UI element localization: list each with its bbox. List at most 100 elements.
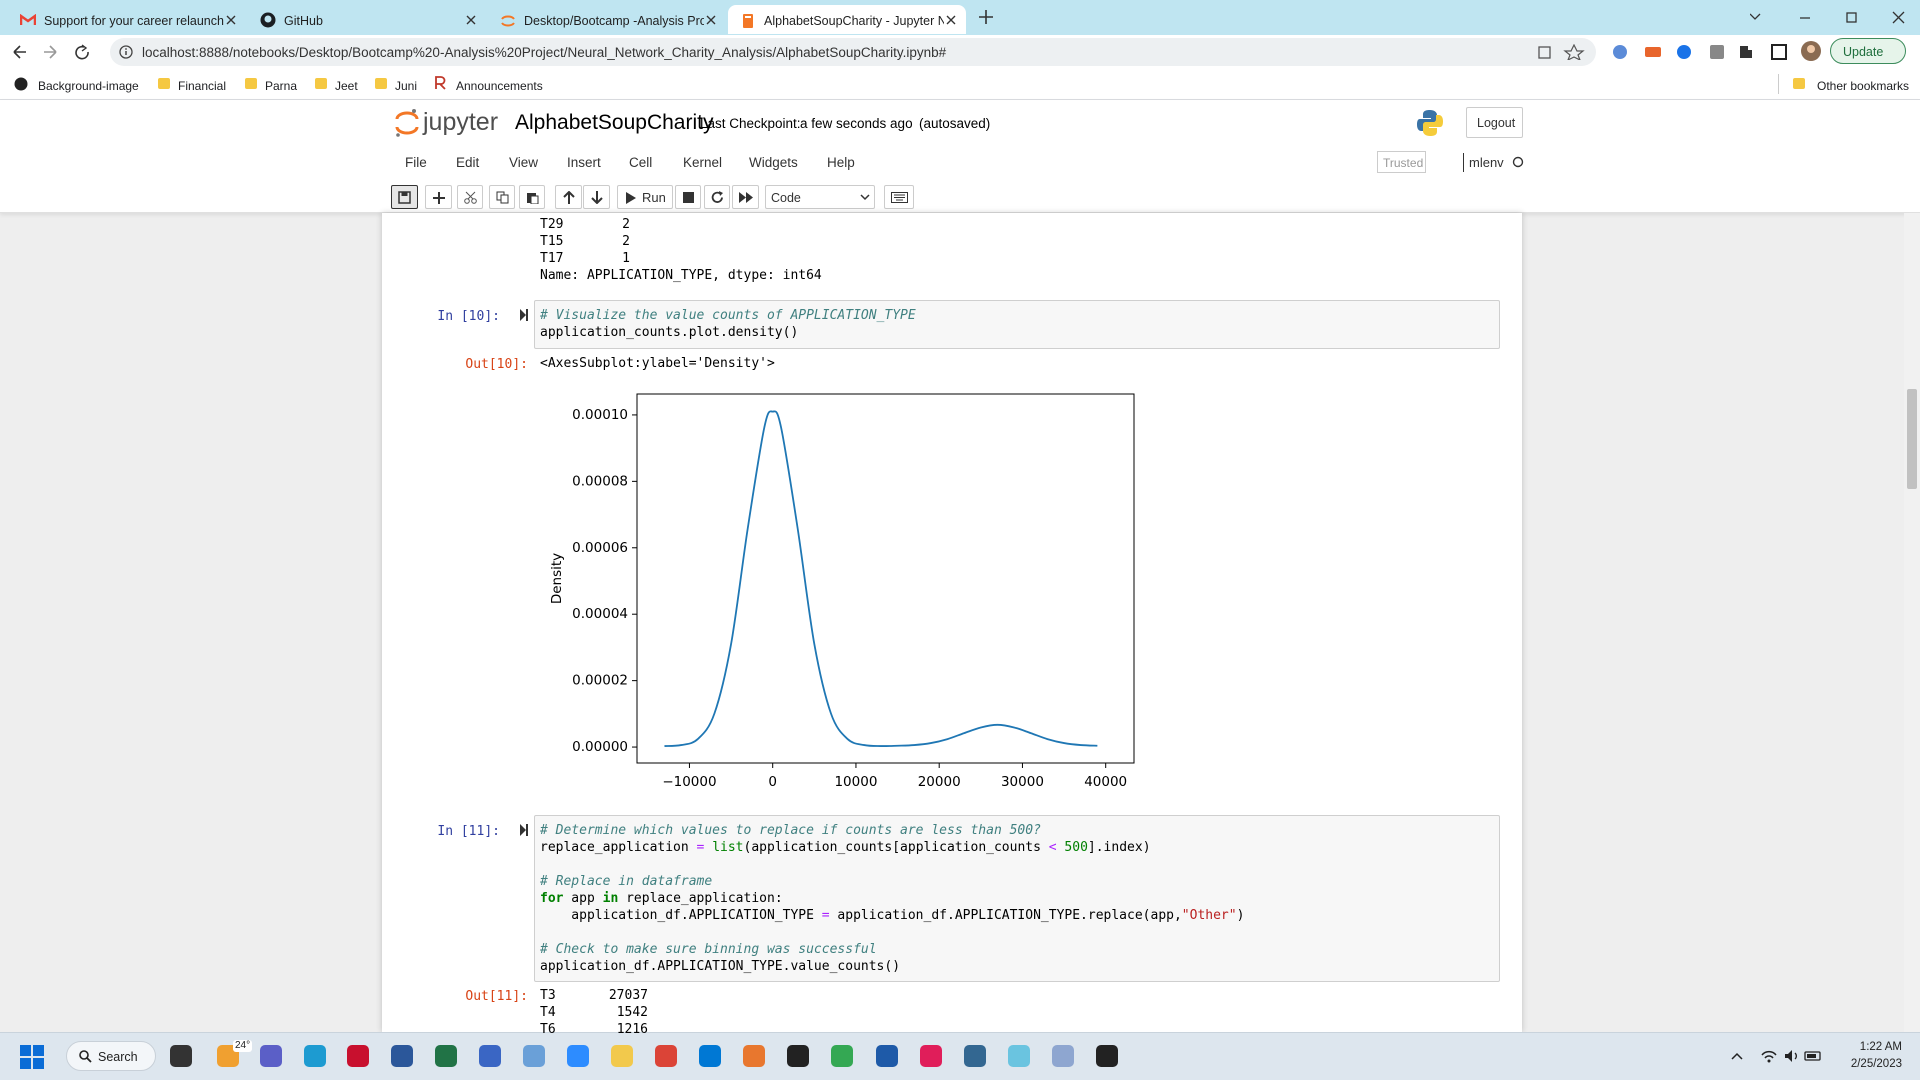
scrollbar[interactable]	[1904, 213, 1920, 1032]
bookmark[interactable]: Background-image	[38, 79, 139, 93]
taskbar-app-icon[interactable]	[1052, 1045, 1074, 1067]
input-prompt: In [11]:	[437, 824, 500, 839]
bookmark[interactable]: Announcements	[456, 79, 543, 93]
tab[interactable]: Desktop/Bootcamp -Analysis Pro	[488, 5, 724, 34]
y-tick-label: 0.00002	[572, 673, 628, 689]
jupyter-icon	[501, 15, 515, 27]
url-actions[interactable]	[1538, 44, 1588, 60]
nav-buttons[interactable]	[12, 44, 92, 60]
plus-icon	[433, 192, 445, 204]
search-box[interactable]: Search	[66, 1041, 156, 1071]
tab[interactable]: Support for your career relaunch	[8, 5, 244, 34]
taskbar-app-icon[interactable]	[170, 1045, 192, 1067]
other-bookmarks[interactable]: Other bookmarks	[1817, 79, 1910, 93]
code-cell-input[interactable]	[534, 300, 1500, 349]
logout-button[interactable]: Logout	[1466, 107, 1523, 138]
run-cell-icon[interactable]	[519, 824, 529, 836]
taskbar-app-icon[interactable]	[304, 1045, 326, 1067]
taskbar-app-icon[interactable]	[787, 1045, 809, 1067]
save-icon	[398, 191, 411, 204]
taskbar-app-icon[interactable]	[876, 1045, 898, 1067]
site-info[interactable]	[119, 45, 133, 59]
cut-button[interactable]	[457, 185, 483, 209]
menu-item[interactable]: Insert	[567, 155, 601, 170]
bookmark[interactable]: Financial	[178, 79, 227, 93]
taskbar-app-icon[interactable]	[831, 1045, 853, 1067]
taskbar-app-icon[interactable]	[1096, 1045, 1118, 1067]
run-cell-icon[interactable]	[519, 309, 529, 321]
menu-item[interactable]: View	[509, 155, 539, 170]
python-logo	[1417, 110, 1443, 136]
taskbar-app-icon[interactable]	[567, 1045, 589, 1067]
taskbar-app-icon[interactable]	[920, 1045, 942, 1067]
menu-item[interactable]: Widgets	[749, 155, 798, 170]
output-index: T6	[540, 1022, 556, 1037]
y-tick-label: 0.00008	[572, 473, 628, 489]
trusted-indicator[interactable]: Trusted	[1377, 151, 1426, 173]
tab-close[interactable]	[466, 15, 476, 25]
tab-title: Support for your career relaunch	[44, 14, 224, 28]
taskbar-app-icon[interactable]	[523, 1045, 545, 1067]
code-cell-input[interactable]	[534, 815, 1500, 982]
logout-label: Logout	[1477, 116, 1516, 130]
save-button[interactable]	[391, 185, 418, 209]
tab-active[interactable]: AlphabetSoupCharity - Jupyter N	[728, 5, 966, 34]
code-line: for app in replace_application:	[540, 891, 783, 906]
copy-button[interactable]	[489, 185, 515, 209]
url-bar[interactable]	[110, 38, 1596, 66]
start-button[interactable]	[20, 1045, 44, 1069]
keyboard-button[interactable]	[884, 185, 914, 209]
run-all-button[interactable]	[732, 185, 759, 209]
taskbar-app-icon[interactable]	[435, 1045, 457, 1067]
insert-button[interactable]	[425, 185, 452, 209]
notebook-name[interactable]: AlphabetSoupCharity	[515, 111, 714, 134]
tab-close[interactable]	[946, 15, 956, 25]
update-label: Update	[1843, 45, 1884, 59]
clock-date: 2/25/2023	[1850, 1058, 1902, 1070]
tab-close[interactable]	[226, 15, 236, 25]
x-tick-label: 30000	[1001, 774, 1044, 790]
jupyter-logo[interactable]: jupyter	[423, 108, 499, 136]
tab[interactable]: GitHub	[248, 5, 484, 34]
taskbar-app-icon[interactable]	[743, 1045, 765, 1067]
menu-item[interactable]: Help	[827, 155, 855, 170]
extension-icons[interactable]	[1610, 43, 1790, 61]
bookmark[interactable]: Jeet	[335, 79, 358, 93]
menu-item[interactable]: File	[405, 155, 427, 170]
bookmark[interactable]: Juni	[395, 79, 418, 93]
new-tab[interactable]	[979, 10, 993, 24]
taskbar-app-icon[interactable]	[347, 1045, 369, 1067]
update-button[interactable]: Update	[1830, 38, 1906, 64]
profile-avatar[interactable]	[1800, 40, 1822, 62]
restart-button[interactable]	[704, 185, 730, 209]
window-controls[interactable]	[1750, 10, 1920, 26]
scrollbar-thumb[interactable]	[1907, 389, 1917, 489]
stop-button[interactable]	[675, 185, 701, 209]
taskbar-app-icon[interactable]	[699, 1045, 721, 1067]
menu-item[interactable]: Cell	[629, 155, 653, 170]
taskbar-app-icon[interactable]	[260, 1045, 282, 1067]
menu-item[interactable]: Kernel	[683, 155, 723, 170]
run-button[interactable]: Run	[617, 185, 673, 209]
move-down-button[interactable]	[583, 185, 610, 209]
move-up-button[interactable]	[555, 185, 582, 209]
cell-type-select[interactable]: Code	[765, 185, 875, 209]
folder-icon	[158, 78, 170, 89]
bookmark[interactable]: Parna	[265, 79, 298, 93]
code-line: # Replace in dataframe	[540, 874, 713, 889]
taskbar-app-icon[interactable]	[1008, 1045, 1030, 1067]
taskbar-app-icon[interactable]	[479, 1045, 501, 1067]
taskbar-app-icon[interactable]	[391, 1045, 413, 1067]
paste-button[interactable]	[519, 185, 545, 209]
taskbar-app-icon[interactable]	[611, 1045, 633, 1067]
code-line: # Check to make sure binning was success…	[540, 942, 877, 957]
system-tray[interactable]	[1730, 1048, 1825, 1064]
notebook-icon	[743, 14, 753, 28]
jupyter-logo-mark	[395, 109, 419, 137]
taskbar-app-icon[interactable]	[964, 1045, 986, 1067]
tab-close[interactable]	[706, 15, 716, 25]
x-tick-label: 10000	[834, 774, 877, 790]
taskbar-app-icon[interactable]	[655, 1045, 677, 1067]
menu-item[interactable]: Edit	[456, 155, 480, 170]
